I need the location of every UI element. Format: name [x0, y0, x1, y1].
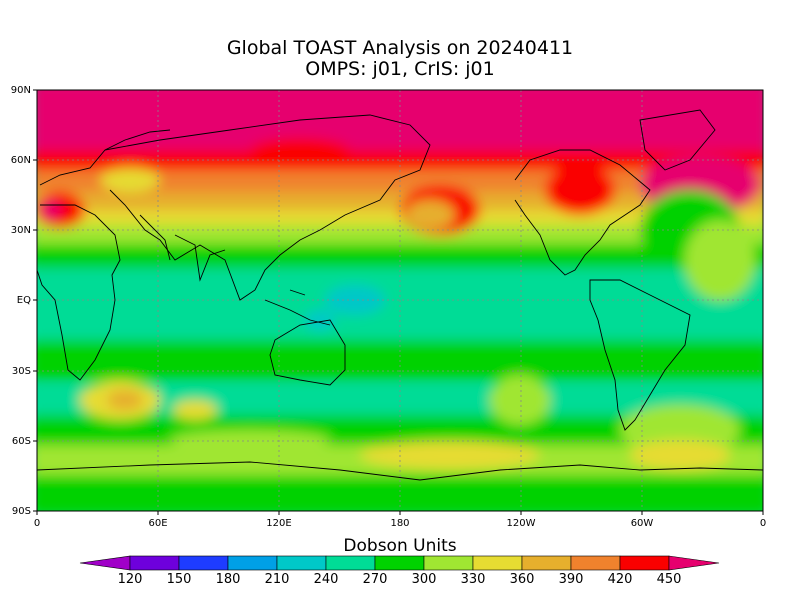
- lon-label: 180: [390, 518, 409, 529]
- lat-label: 60N: [11, 155, 31, 166]
- colorbar: [79, 555, 720, 571]
- colorbar-tick-label: 210: [264, 572, 290, 587]
- colorbar-arrow-low: [79, 555, 131, 571]
- colorbar-swatch: [276, 555, 327, 571]
- colorbar-tick-label: 120: [117, 572, 143, 587]
- colorbar-swatch: [619, 555, 670, 571]
- colorbar-tick-label: 150: [166, 572, 192, 587]
- map-subtitle: OMPS: j01, CrIS: j01: [305, 58, 495, 80]
- tick-marks: [33, 89, 764, 515]
- colorbar-swatch: [423, 555, 474, 571]
- colorbar-swatch: [374, 555, 425, 571]
- colorbar-swatch: [521, 555, 572, 571]
- graticule: [37, 90, 763, 511]
- colorbar-tick-label: 420: [607, 572, 633, 587]
- lon-label: 0: [34, 518, 40, 529]
- lon-label: 120E: [266, 518, 291, 529]
- lon-label: 60W: [631, 518, 654, 529]
- map-title: Global TOAST Analysis on 20240411: [226, 37, 574, 59]
- colorbar-swatch: [227, 555, 278, 571]
- colorbar-swatch: [325, 555, 376, 571]
- colorbar-tick-label: 330: [460, 572, 486, 587]
- ozone-field: [37, 90, 763, 511]
- colorbar-tick-label: 240: [313, 572, 339, 587]
- lat-label: 60S: [12, 436, 31, 447]
- colorbar-swatch: [178, 555, 229, 571]
- lat-label: 90N: [11, 85, 31, 96]
- colorbar-tick-label: 390: [558, 572, 584, 587]
- lat-label: 30N: [11, 225, 31, 236]
- colorbar-swatch: [472, 555, 523, 571]
- colorbar-tick-label: 180: [215, 572, 241, 587]
- lat-label: 30S: [12, 366, 31, 377]
- lon-label: 120W: [507, 518, 536, 529]
- colorbar-tick-label: 450: [656, 572, 682, 587]
- colorbar-tick-label: 270: [362, 572, 388, 587]
- colorbar-title: Dobson Units: [343, 536, 457, 556]
- colorbar-swatch: [129, 555, 180, 571]
- colorbar-tick-label: 360: [509, 572, 535, 587]
- colorbar-arrow-high: [668, 555, 720, 571]
- lon-label: 0: [760, 518, 766, 529]
- lon-labels: 0 60E 120E 180 120W 60W 0: [34, 518, 766, 529]
- lat-label: EQ: [17, 295, 31, 306]
- colorbar-swatch: [570, 555, 621, 571]
- lat-labels: 90N 60N 30N EQ 30S 60S 90S: [11, 85, 31, 517]
- coastlines: [37, 109, 763, 481]
- colorbar-tick-label: 300: [411, 572, 437, 587]
- lat-label: 90S: [12, 506, 31, 517]
- lon-label: 60E: [148, 518, 167, 529]
